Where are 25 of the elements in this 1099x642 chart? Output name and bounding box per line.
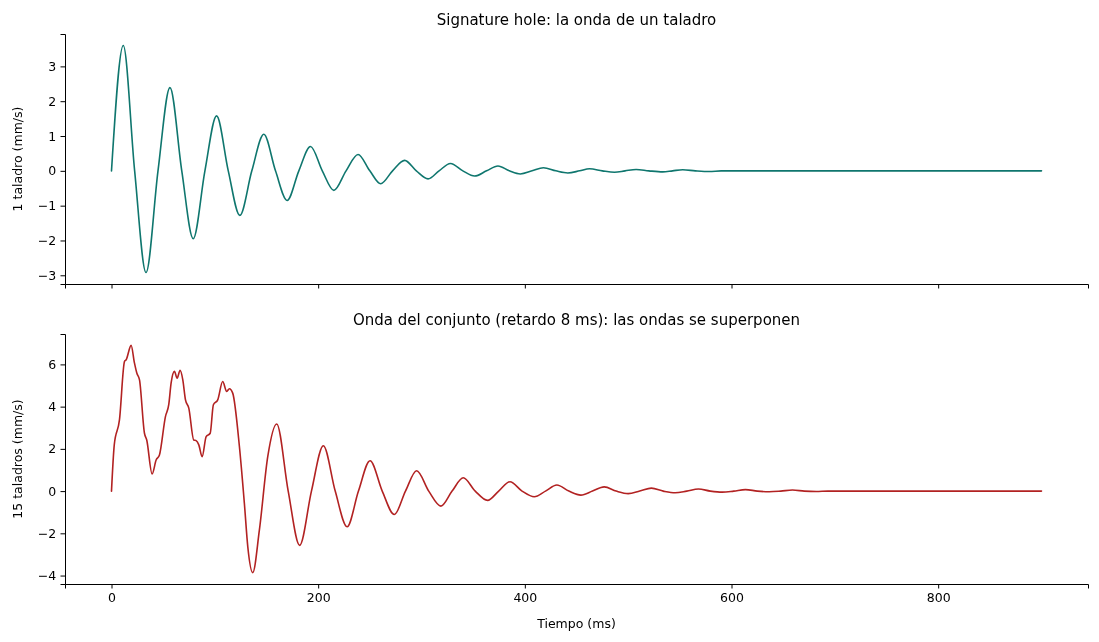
y-tick-label: −3 [37,267,57,283]
x-tick-label: 200 [306,589,331,605]
x-tick-label: 600 [720,589,744,605]
y-tick-label: 0 [48,483,57,499]
y-axis-title: 15 taladros (mm/s) [10,399,25,519]
y-tick-label: 1 [48,128,57,144]
x-tick-label: 800 [926,589,951,605]
y-tick-label: −2 [37,525,57,541]
y-tick-label: −2 [37,232,57,248]
x-axis-title: Tiempo (ms) [536,615,616,631]
chart-title: Signature hole: la onda de un taladro [436,10,717,29]
line-series [110,344,1043,574]
y-tick-label: 2 [48,93,57,109]
line-series [110,44,1043,274]
x-tick-label: 0 [108,589,117,605]
chart-title: Onda del conjunto (retardo 8 ms): las ondas se superponen [352,310,801,329]
y-axis-title: 1 taladro (mm/s) [10,106,25,212]
y-tick-label: 2 [48,441,57,457]
y-tick-label: 0 [48,163,57,179]
y-tick-label: −1 [37,198,57,214]
y-tick-label: −4 [37,568,57,584]
y-tick-label: 6 [48,356,57,372]
y-tick-label: 3 [48,58,57,74]
x-tick-label: 400 [513,589,538,605]
y-tick-label: 4 [48,399,57,415]
